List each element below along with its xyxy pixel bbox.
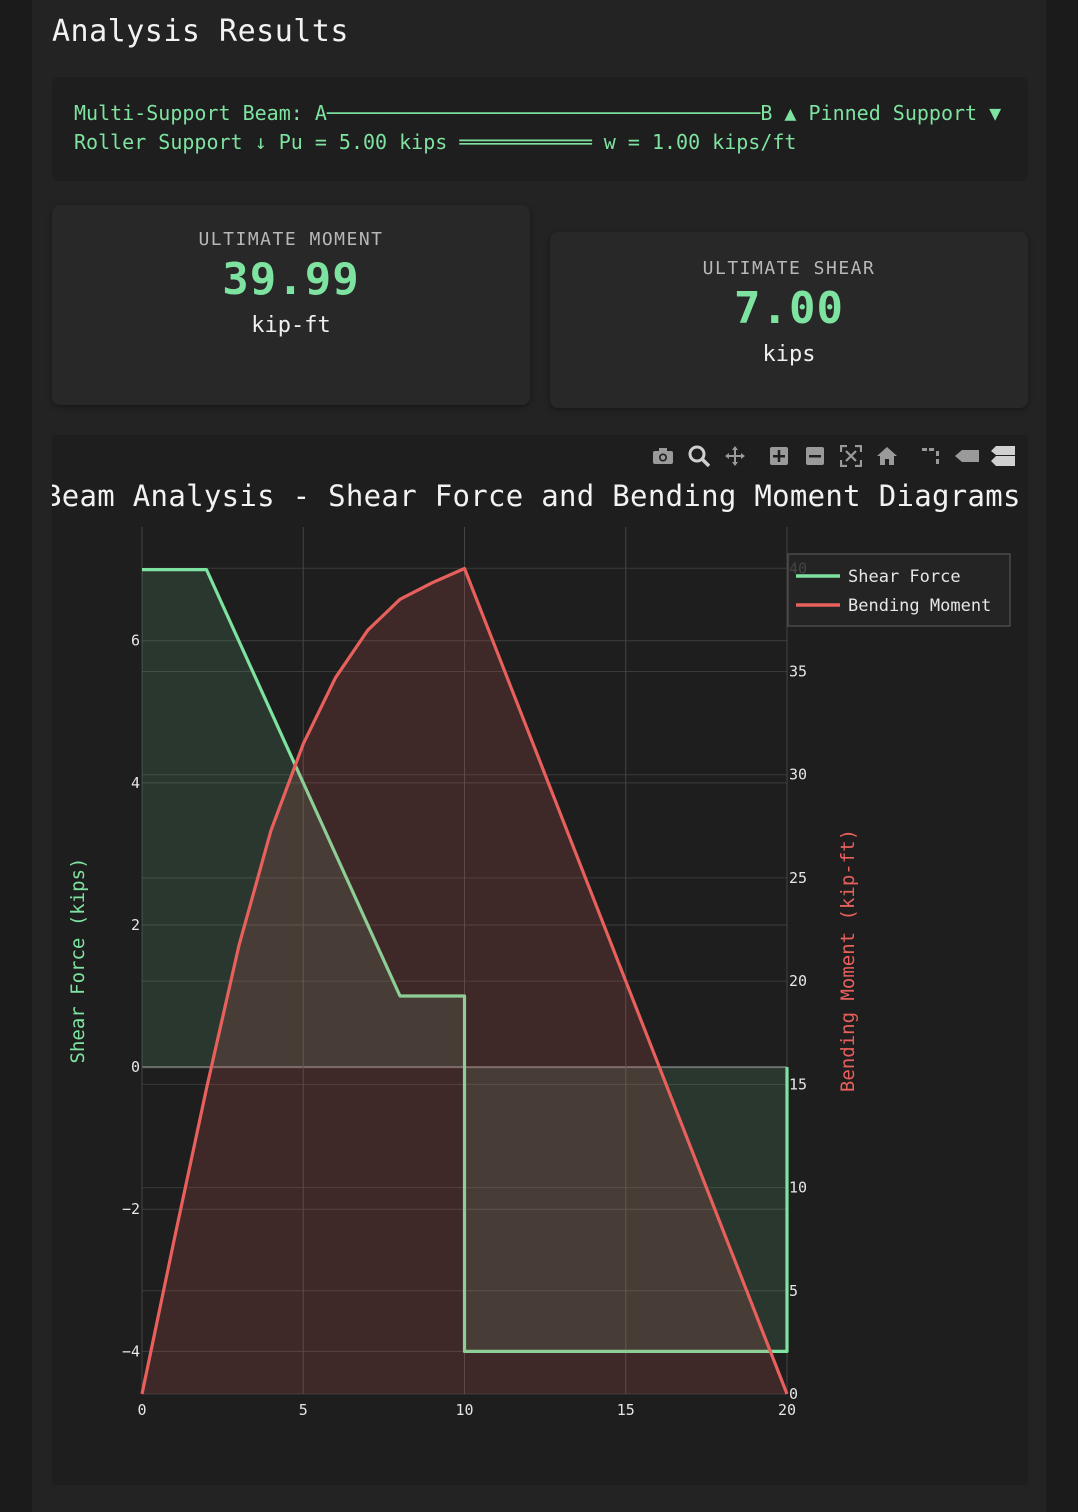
legend-box xyxy=(787,553,1011,627)
legend-label: Bending Moment xyxy=(848,596,991,616)
y2-axis-title: Bending Moment (kip-ft) xyxy=(837,829,859,1092)
x-tick-label: 10 xyxy=(455,1401,473,1419)
y2-tick-label: 20 xyxy=(789,972,807,990)
shear-value: 7.00 xyxy=(734,283,844,334)
bending-moment-line xyxy=(140,566,789,1395)
hover-compare-icon[interactable] xyxy=(986,441,1020,471)
shear-force-fill xyxy=(142,569,787,1352)
camera-icon[interactable] xyxy=(646,441,680,471)
shear-label: ULTIMATE SHEAR xyxy=(702,258,876,279)
y-tick-label: 4 xyxy=(131,774,140,792)
y-tick-label: 6 xyxy=(131,632,140,650)
moment-label: ULTIMATE MOMENT xyxy=(198,229,384,250)
x-tick-label: 20 xyxy=(778,1401,796,1419)
zoom-out-icon[interactable] xyxy=(798,441,832,471)
moment-unit: kip-ft xyxy=(251,313,331,338)
zoom-in-icon[interactable] xyxy=(762,441,796,471)
ultimate-moment-card: ULTIMATE MOMENT 39.99 kip-ft xyxy=(52,205,530,405)
y2-tick-label: 10 xyxy=(789,1179,807,1197)
y2-tick-label: 25 xyxy=(789,869,807,887)
x-tick-label: 15 xyxy=(617,1401,635,1419)
y-tick-label: −2 xyxy=(122,1200,140,1218)
autoscale-icon[interactable] xyxy=(834,441,868,471)
y2-tick-label: 5 xyxy=(789,1282,798,1300)
beam-diagram-box: Multi-Support Beam: A───────────────────… xyxy=(52,77,1028,181)
chart-title: Beam Analysis - Shear Force and Bending … xyxy=(52,479,1021,513)
chart-legend: Shear Force Bending Moment xyxy=(787,553,1011,627)
page-title: Analysis Results xyxy=(52,14,349,49)
beam-description: Multi-Support Beam: A───────────────────… xyxy=(74,101,1002,154)
x-tick-label: 5 xyxy=(299,1401,308,1419)
reset-axes-icon[interactable] xyxy=(870,441,904,471)
zoom-icon[interactable] xyxy=(682,441,716,471)
y2-tick-label: 30 xyxy=(789,766,807,784)
y-tick-label: −4 xyxy=(122,1342,140,1360)
chart-modebar xyxy=(646,441,1020,471)
x-tick-label: 0 xyxy=(137,1401,146,1419)
hover-closest-icon[interactable] xyxy=(950,441,984,471)
legend-label: Shear Force xyxy=(848,567,961,587)
y2-tick-label: 35 xyxy=(789,663,807,681)
y2-tick-label: 15 xyxy=(789,1075,807,1093)
spike-lines-icon[interactable] xyxy=(914,441,948,471)
y2-tick-label: 0 xyxy=(789,1385,798,1403)
shear-force-line xyxy=(142,568,789,1353)
pan-icon[interactable] xyxy=(718,441,752,471)
y-tick-label: 2 xyxy=(131,916,140,934)
bending-moment-fill xyxy=(142,568,787,1394)
shear-unit: kips xyxy=(762,342,816,367)
y-axis-title: Shear Force (kips) xyxy=(67,858,89,1064)
moment-value: 39.99 xyxy=(222,254,360,305)
y-tick-label: 0 xyxy=(131,1058,140,1076)
ultimate-shear-card: ULTIMATE SHEAR 7.00 kips xyxy=(550,232,1028,408)
